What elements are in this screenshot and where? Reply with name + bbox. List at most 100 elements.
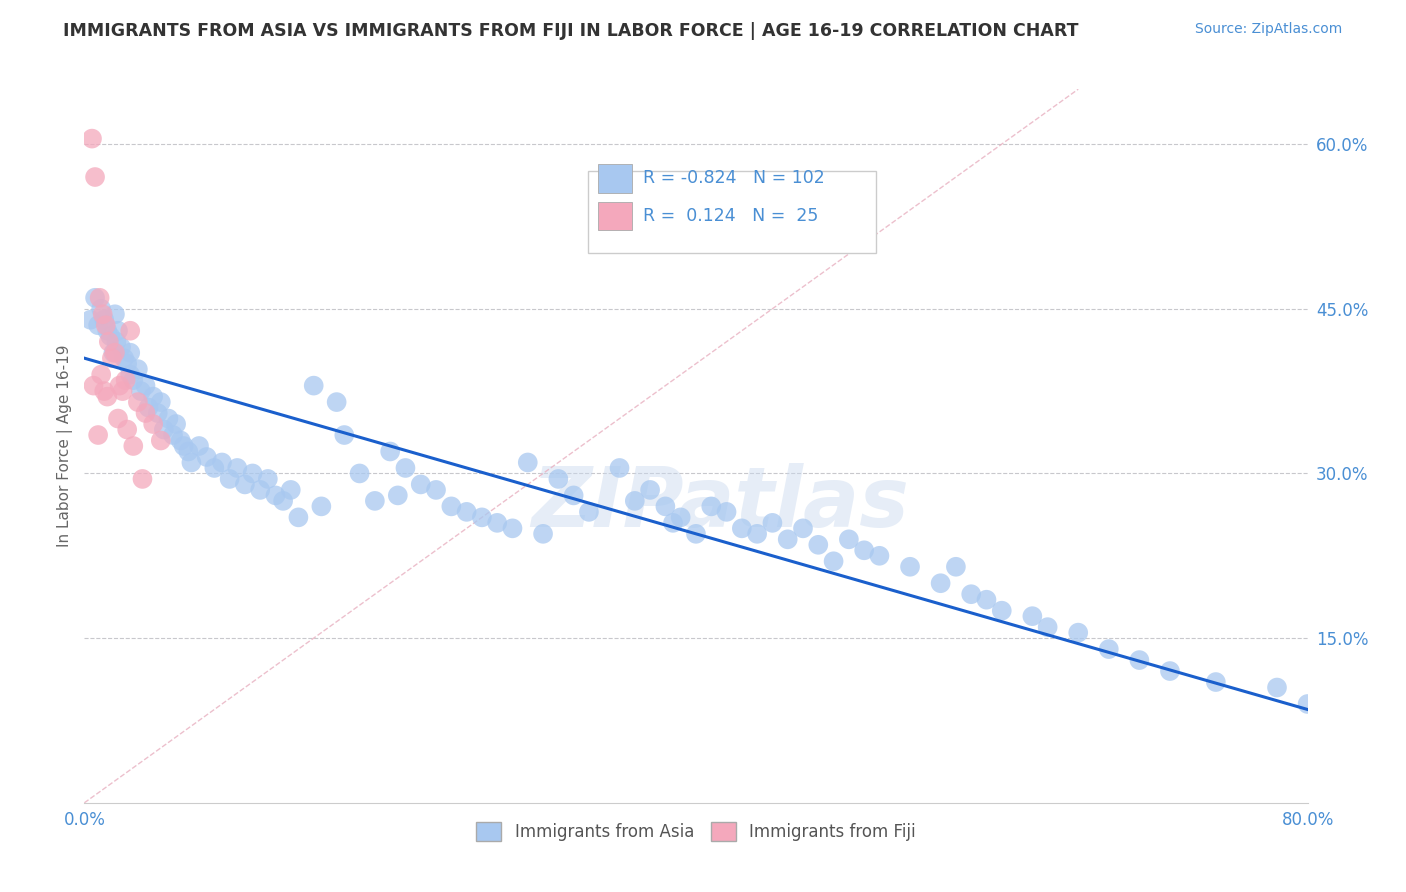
Point [91,307,114,321]
Point [325,395,347,409]
Text: ZIPatlas: ZIPatlas [531,463,910,543]
Point [609,461,631,475]
Point [93,384,115,398]
Point [226,461,249,475]
Point [700,500,723,514]
FancyBboxPatch shape [598,202,633,230]
Point [233,477,256,491]
Point [1159,664,1181,678]
Point [135,406,157,420]
Point [94,318,117,333]
Point [1098,642,1121,657]
Point [869,549,891,563]
Point [114,373,136,387]
Point [394,461,416,475]
Text: IMMIGRANTS FROM ASIA VS IMMIGRANTS FROM FIJI IN LABOR FORCE | AGE 16-19 CORRELAT: IMMIGRANTS FROM ASIA VS IMMIGRANTS FROM … [63,22,1078,40]
Point [107,324,129,338]
Point [149,434,172,448]
Point [97,334,120,349]
Point [120,345,142,359]
Point [425,483,447,497]
Point [120,368,142,382]
Point [945,559,967,574]
Point [302,378,325,392]
Text: Source: ZipAtlas.com: Source: ZipAtlas.com [1195,22,1343,37]
Point [333,428,356,442]
Text: R = -0.824   N = 102: R = -0.824 N = 102 [644,169,825,187]
Point [120,324,142,338]
Point [1128,653,1150,667]
Point [135,378,157,392]
Point [84,291,107,305]
FancyBboxPatch shape [598,164,633,193]
Point [122,439,145,453]
Point [157,411,180,425]
Point [96,390,118,404]
Point [516,455,538,469]
Point [311,500,333,514]
Point [98,329,121,343]
Point [624,494,647,508]
Y-axis label: In Labor Force | Age 16-19: In Labor Force | Age 16-19 [58,344,73,548]
Point [807,538,830,552]
Point [364,494,387,508]
Text: R =  0.124   N =  25: R = 0.124 N = 25 [644,207,818,225]
Point [93,312,115,326]
Point [80,131,103,145]
Point [211,455,233,469]
Point [131,472,153,486]
Point [1205,675,1227,690]
Point [127,395,149,409]
Point [685,526,707,541]
Point [127,362,149,376]
Point [638,483,661,497]
Point [87,428,110,442]
Point [456,505,478,519]
Point [195,450,218,464]
Point [1067,625,1090,640]
Point [173,439,195,453]
Point [115,357,138,371]
Point [853,543,876,558]
Point [486,516,509,530]
Point [142,417,165,431]
Point [898,559,921,574]
Point [669,510,692,524]
Point [90,368,112,382]
Point [101,351,124,366]
Point [280,483,302,497]
Point [177,444,200,458]
Point [122,373,145,387]
Legend: Immigrants from Asia, Immigrants from Fiji: Immigrants from Asia, Immigrants from Fi… [470,815,922,848]
Point [180,455,202,469]
Point [1265,681,1288,695]
Point [249,483,271,497]
Point [1036,620,1059,634]
Point [83,378,105,392]
Point [960,587,983,601]
Point [146,406,169,420]
Point [747,526,769,541]
Point [218,472,240,486]
Point [112,351,135,366]
Point [287,510,309,524]
Point [242,467,264,481]
Point [264,488,287,502]
Point [409,477,432,491]
Point [578,505,600,519]
Point [96,324,118,338]
Point [79,312,101,326]
Point [562,488,585,502]
Point [838,533,860,547]
Point [162,428,184,442]
Point [149,395,172,409]
Point [202,461,225,475]
Point [387,488,409,502]
Point [991,604,1014,618]
Point [165,417,187,431]
Point [1296,697,1319,711]
Point [170,434,193,448]
Point [976,592,998,607]
Point [104,345,127,359]
Point [471,510,494,524]
